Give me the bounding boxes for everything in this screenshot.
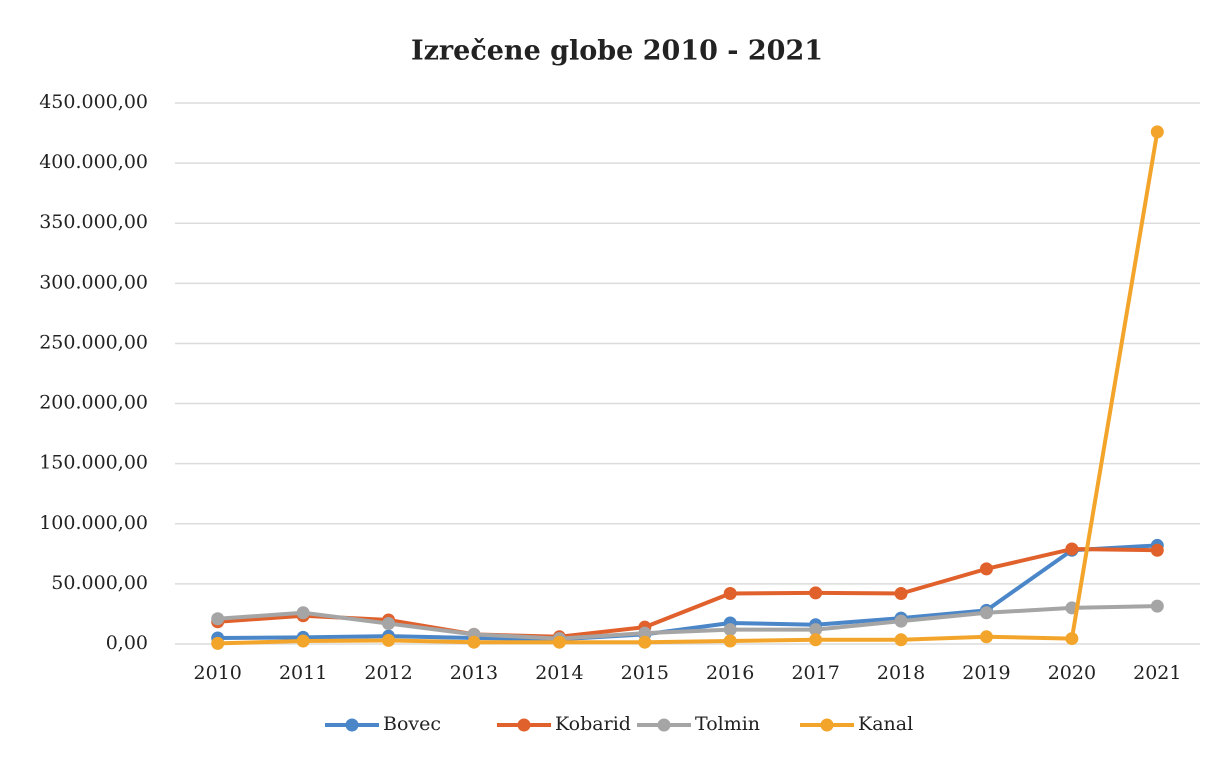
series-line <box>217 543 1158 642</box>
data-point <box>723 587 737 601</box>
x-tick-label: 2013 <box>450 662 498 684</box>
data-point <box>809 623 823 637</box>
data-point <box>979 606 993 620</box>
data-point <box>979 562 993 576</box>
series-line <box>217 547 1158 639</box>
y-tick-label: 450.000,00 <box>39 91 148 113</box>
legend-marker <box>657 718 671 732</box>
y-tick-label: 300.000,00 <box>39 271 148 293</box>
data-point <box>809 633 823 647</box>
x-tick-label: 2019 <box>962 662 1010 684</box>
x-tick-label: 2011 <box>279 662 327 684</box>
y-tick-label: 400.000,00 <box>39 151 148 173</box>
data-point <box>211 636 225 650</box>
y-tick-label: 200.000,00 <box>39 392 148 414</box>
legend-marker <box>345 718 359 732</box>
x-tick-label: 2012 <box>364 662 412 684</box>
x-tick-label: 2020 <box>1048 662 1096 684</box>
y-tick-label: 150.000,00 <box>39 452 148 474</box>
data-point <box>894 587 908 601</box>
y-tick-label: 50.000,00 <box>51 572 148 594</box>
y-tick-label: 250.000,00 <box>39 331 148 353</box>
data-point <box>1065 632 1079 646</box>
data-point <box>467 635 481 649</box>
data-point <box>211 612 225 626</box>
series-line <box>217 131 1160 646</box>
data-point <box>552 635 566 649</box>
data-point <box>1150 543 1164 557</box>
x-tick-label: 2017 <box>791 662 839 684</box>
y-tick-label: 350.000,00 <box>39 211 148 233</box>
data-point <box>382 617 396 631</box>
data-point <box>382 633 396 647</box>
data-point <box>723 634 737 648</box>
data-point <box>1150 125 1164 139</box>
chart-title: Izrečene globe 2010 - 2021 <box>411 36 823 67</box>
data-point <box>894 614 908 628</box>
data-point <box>979 630 993 644</box>
x-tick-label: 2021 <box>1133 662 1181 684</box>
series-line <box>217 604 1158 641</box>
legend-marker <box>820 718 834 732</box>
y-tick-label: 100.000,00 <box>39 512 148 534</box>
legend-label: Kobarid <box>555 713 631 735</box>
data-point <box>638 635 652 649</box>
data-point <box>638 626 652 640</box>
legend-label: Kanal <box>858 713 913 735</box>
data-point <box>723 623 737 637</box>
data-point <box>1065 542 1079 556</box>
y-tick-label: 0,00 <box>106 632 148 654</box>
x-tick-label: 2018 <box>877 662 925 684</box>
data-point <box>1150 599 1164 613</box>
x-tick-label: 2014 <box>535 662 583 684</box>
x-tick-label: 2016 <box>706 662 754 684</box>
legend-marker <box>517 718 531 732</box>
data-point <box>296 606 310 620</box>
legend-label: Bovec <box>383 713 441 735</box>
data-point <box>809 586 823 600</box>
x-tick-label: 2010 <box>194 662 242 684</box>
data-point <box>296 634 310 648</box>
x-tick-label: 2015 <box>621 662 669 684</box>
data-point <box>894 633 908 647</box>
legend-label: Tolmin <box>695 713 760 735</box>
